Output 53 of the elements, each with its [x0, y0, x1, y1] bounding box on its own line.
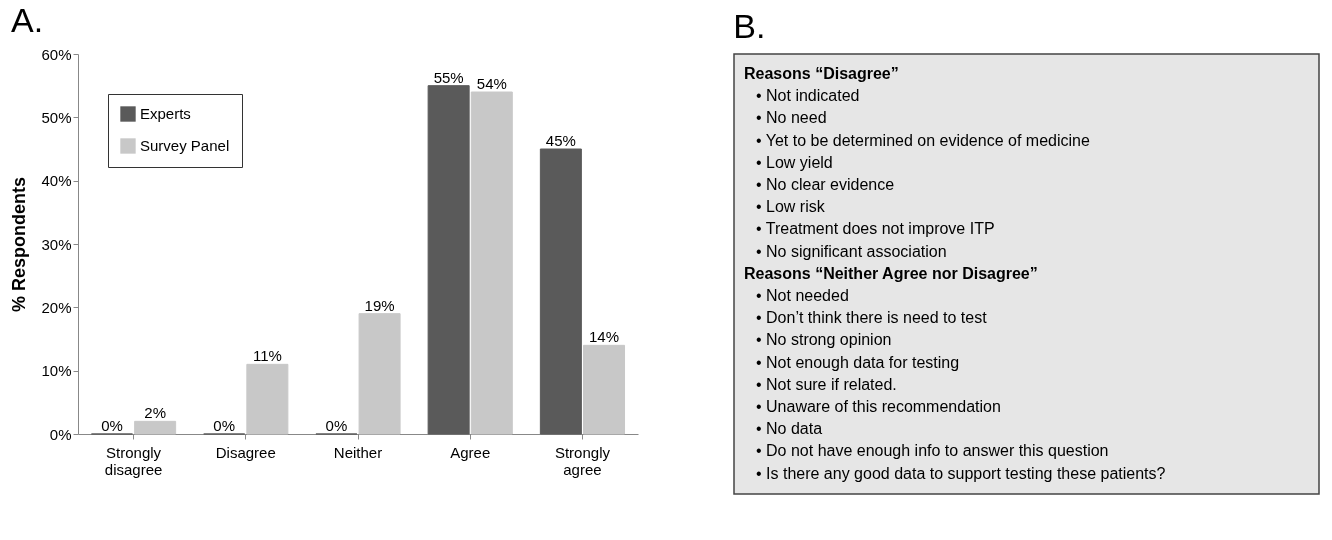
- text: • Not needed: [756, 287, 849, 304]
- data-label: 0%: [325, 417, 348, 434]
- bar: [583, 344, 626, 435]
- bar: [246, 363, 289, 435]
- legend-label: Survey Panel: [140, 137, 230, 154]
- x-tick-label: Agree: [450, 443, 491, 461]
- text: • No significant association: [756, 242, 947, 260]
- x-tick-label: Strongly agree: [554, 443, 611, 478]
- bar: [539, 148, 582, 435]
- text: • Do not have enough info to answer this question: [756, 442, 1109, 460]
- text: • Low yield: [756, 153, 833, 171]
- y-tick-label: 0%: [49, 425, 72, 443]
- y-tick-label: 40%: [41, 172, 72, 190]
- text: • Not sure if related.: [756, 375, 897, 393]
- y-tick-label: 30%: [41, 235, 72, 253]
- data-label: 2%: [144, 404, 166, 422]
- bar: [134, 420, 177, 435]
- bar: [427, 85, 470, 435]
- x-tick-label: Disagree: [215, 443, 276, 461]
- data-label: 11%: [252, 347, 282, 365]
- text: • Not enough data for testing: [756, 353, 960, 371]
- text: • Don’t think there is need to test: [756, 309, 988, 327]
- text: • Yet to be determined on evidence of medicine: [756, 131, 1090, 149]
- data-label: 0%: [101, 417, 123, 434]
- text: • No strong opinion: [756, 331, 892, 349]
- data-label: 45%: [545, 132, 576, 149]
- y-tick-label: 20%: [41, 298, 72, 316]
- text: • Is there any good data to support testing these patients?: [756, 464, 1166, 482]
- text: • No data: [756, 420, 823, 438]
- legend-label: Experts: [140, 105, 191, 122]
- x-tick-label: Strongly disagree: [104, 443, 163, 478]
- y-tick-label: 50%: [41, 108, 72, 126]
- text: • No need: [756, 109, 827, 127]
- bar: [470, 91, 513, 435]
- chart-title: A.: [10, 1, 44, 39]
- bar: [358, 313, 401, 435]
- data-label: 55%: [433, 68, 464, 86]
- y-tick-label: 60%: [41, 45, 72, 63]
- text: B.: [733, 7, 766, 46]
- x-tick-label: Neither: [333, 443, 383, 461]
- text: • No clear evidence: [756, 176, 895, 193]
- data-label: 0%: [213, 417, 236, 434]
- data-label: 54%: [476, 75, 507, 92]
- data-label: 14%: [589, 328, 620, 346]
- text: • Not indicated: [756, 87, 860, 105]
- y-axis-title: % Respondents: [9, 176, 30, 313]
- y-tick-label: 10%: [41, 362, 72, 380]
- text: • Low risk: [756, 198, 826, 216]
- text: • Treatment does not improve ITP: [756, 220, 995, 238]
- text: Reasons “Disagree”: [744, 65, 899, 82]
- text: • Unaware of this recommendation: [756, 398, 1001, 415]
- data-label: 19%: [364, 296, 395, 314]
- text: Reasons “Neither Agree nor Disagree”: [744, 264, 1038, 282]
